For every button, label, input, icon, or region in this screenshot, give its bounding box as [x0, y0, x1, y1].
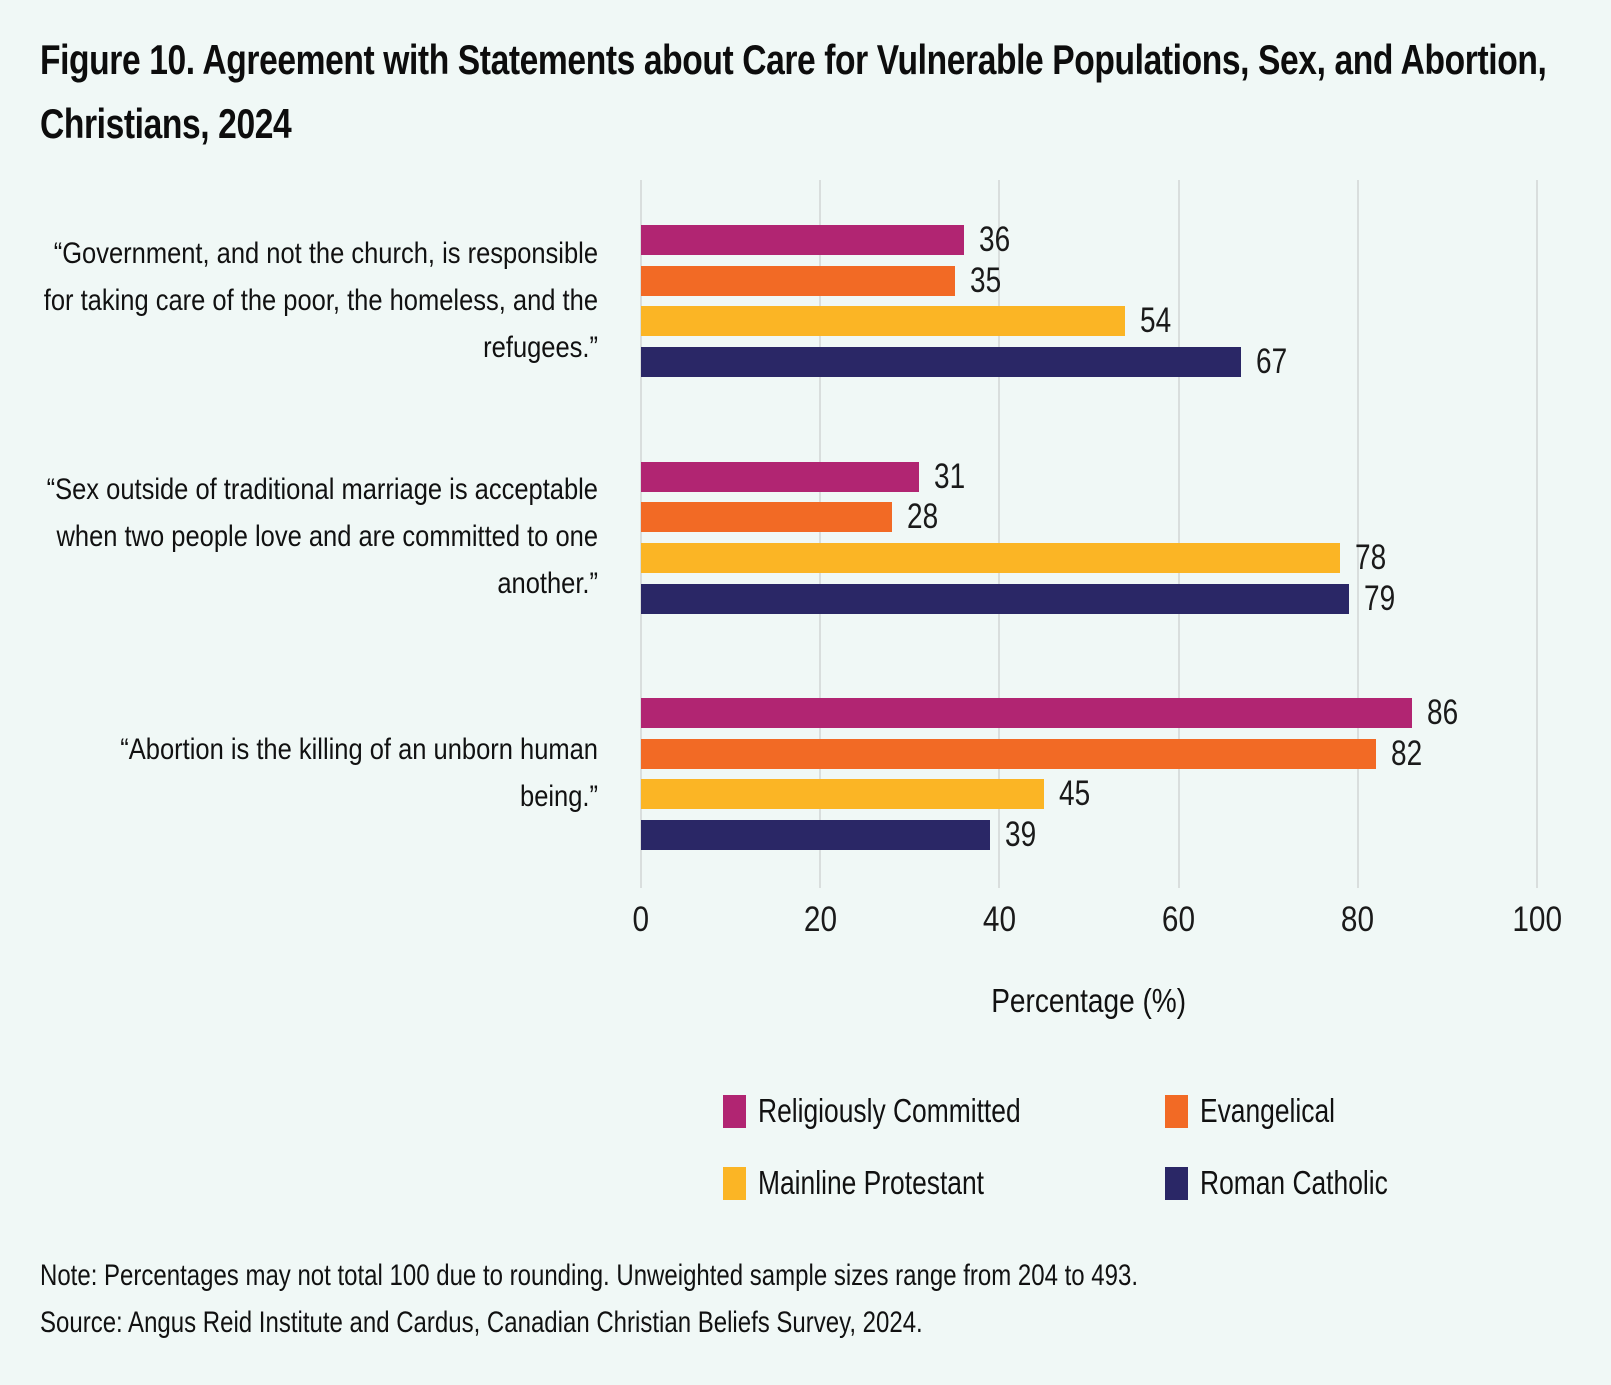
bar-value-text: 45 [1059, 774, 1091, 814]
gridline-20 [819, 180, 822, 888]
bar-value-label-religiously-committed-group1: 36 [979, 220, 1018, 259]
x-tick-text-60: 60 [1162, 900, 1196, 939]
x-tick-text-0: 0 [632, 900, 650, 939]
legend-item-mainline-protestant: Mainline Protestant [723, 1160, 1040, 1206]
category-label-1: “Government, and not the church, is resp… [0, 218, 598, 382]
legend-swatch-roman-catholic [1165, 1166, 1188, 1200]
legend-item-religiously-committed: Religiously Committed [723, 1088, 1086, 1134]
bar-value-label-mainline-protestant-group3: 45 [1059, 774, 1098, 813]
bar-value-text: 28 [906, 497, 939, 537]
bar-value-text: 39 [1005, 815, 1037, 855]
category-label-text-2: “Sex outside of traditional marriage is … [46, 473, 599, 600]
bar-value-label-roman-catholic-group3: 39 [1005, 815, 1044, 854]
legend-swatch-evangelical [1165, 1094, 1188, 1128]
category-label-text-1: “Government, and not the church, is resp… [43, 236, 599, 364]
bar-value-text: 31 [933, 456, 965, 496]
bar-value-text: 82 [1390, 733, 1422, 773]
gridline-80 [1356, 180, 1359, 888]
bar-value-text: 67 [1256, 342, 1288, 382]
bar-value-label-roman-catholic-group2: 79 [1364, 579, 1403, 618]
category-label-3: “Abortion is the killing of an unborn hu… [0, 691, 598, 855]
x-axis-title: Percentage (%) [949, 982, 1229, 1020]
x-tick-label-80: 80 [1288, 900, 1428, 940]
bar-value-label-mainline-protestant-group2: 78 [1355, 538, 1394, 577]
bar-roman-catholic-group1 [641, 347, 1242, 378]
bar-roman-catholic-group2 [641, 583, 1349, 614]
x-tick-text-40: 40 [982, 900, 1016, 939]
x-tick-label-60: 60 [1109, 900, 1249, 940]
source-text: Source: Angus Reid Institute and Cardus,… [40, 1306, 923, 1339]
note-text: Note: Percentages may not total 100 due … [40, 1259, 1138, 1292]
gridline-40 [998, 180, 1001, 888]
bar-mainline-protestant-group3 [641, 779, 1045, 810]
x-tick-text-80: 80 [1341, 900, 1375, 939]
legend-label-roman-catholic: Roman Catholic [1200, 1164, 1388, 1201]
bar-evangelical-group3 [641, 738, 1376, 769]
x-tick-label-100: 100 [1467, 900, 1607, 940]
gridline-60 [1177, 180, 1180, 888]
bar-value-label-religiously-committed-group3: 86 [1427, 693, 1466, 732]
x-tick-label-20: 20 [750, 900, 890, 940]
x-tick-label-0: 0 [571, 900, 711, 940]
x-tick-text-20: 20 [803, 900, 837, 939]
bar-value-text: 79 [1363, 578, 1395, 618]
bar-value-text: 35 [969, 260, 1001, 300]
legend-swatch-religiously-committed [723, 1094, 746, 1128]
bar-value-label-roman-catholic-group1: 67 [1256, 342, 1295, 381]
gridline-100 [1536, 180, 1538, 888]
legend-label-mainline-protestant: Mainline Protestant [758, 1164, 984, 1201]
category-label-text-3: “Abortion is the killing of an unborn hu… [120, 733, 598, 813]
legend-label-evangelical: Evangelical [1200, 1092, 1336, 1129]
bar-value-label-evangelical-group1: 35 [970, 261, 1009, 300]
bar-religiously-committed-group3 [641, 698, 1412, 728]
gridline-0 [640, 180, 642, 888]
figure-title-text: Figure 10. Agreement with Statements abo… [40, 36, 1556, 147]
bar-value-text: 86 [1426, 693, 1458, 732]
bar-roman-catholic-group3 [641, 820, 991, 851]
legend-item-evangelical: Evangelical [1165, 1088, 1369, 1134]
bar-value-label-evangelical-group2: 28 [907, 497, 946, 536]
bar-religiously-committed-group2 [641, 461, 919, 492]
legend-item-roman-catholic: Roman Catholic [1165, 1160, 1435, 1206]
bar-value-label-evangelical-group3: 82 [1391, 734, 1430, 773]
x-axis-title-text: Percentage (%) [991, 982, 1187, 1019]
bar-mainline-protestant-group2 [641, 542, 1340, 573]
legend-swatch-mainline-protestant [723, 1166, 746, 1200]
legend-label-religiously-committed: Religiously Committed [758, 1092, 1021, 1129]
bar-evangelical-group2 [641, 502, 892, 533]
bar-religiously-committed-group1 [641, 225, 964, 255]
note-line: Note: Percentages may not total 100 due … [40, 1252, 1611, 1299]
bar-value-label-mainline-protestant-group1: 54 [1140, 301, 1179, 340]
source-line: Source: Angus Reid Institute and Cardus,… [40, 1299, 1611, 1346]
x-tick-text-100: 100 [1512, 900, 1562, 939]
bar-value-text: 54 [1139, 301, 1171, 341]
figure-title: Figure 10. Agreement with Statements abo… [40, 28, 1611, 156]
bar-evangelical-group1 [641, 265, 955, 296]
bar-value-text: 36 [978, 220, 1010, 259]
bar-value-text: 78 [1354, 537, 1387, 577]
bar-mainline-protestant-group1 [641, 306, 1125, 337]
footnotes: Note: Percentages may not total 100 due … [40, 1252, 1611, 1346]
x-tick-label-40: 40 [929, 900, 1069, 940]
bar-value-label-religiously-committed-group2: 31 [934, 457, 973, 496]
category-label-2: “Sex outside of traditional marriage is … [0, 455, 598, 619]
